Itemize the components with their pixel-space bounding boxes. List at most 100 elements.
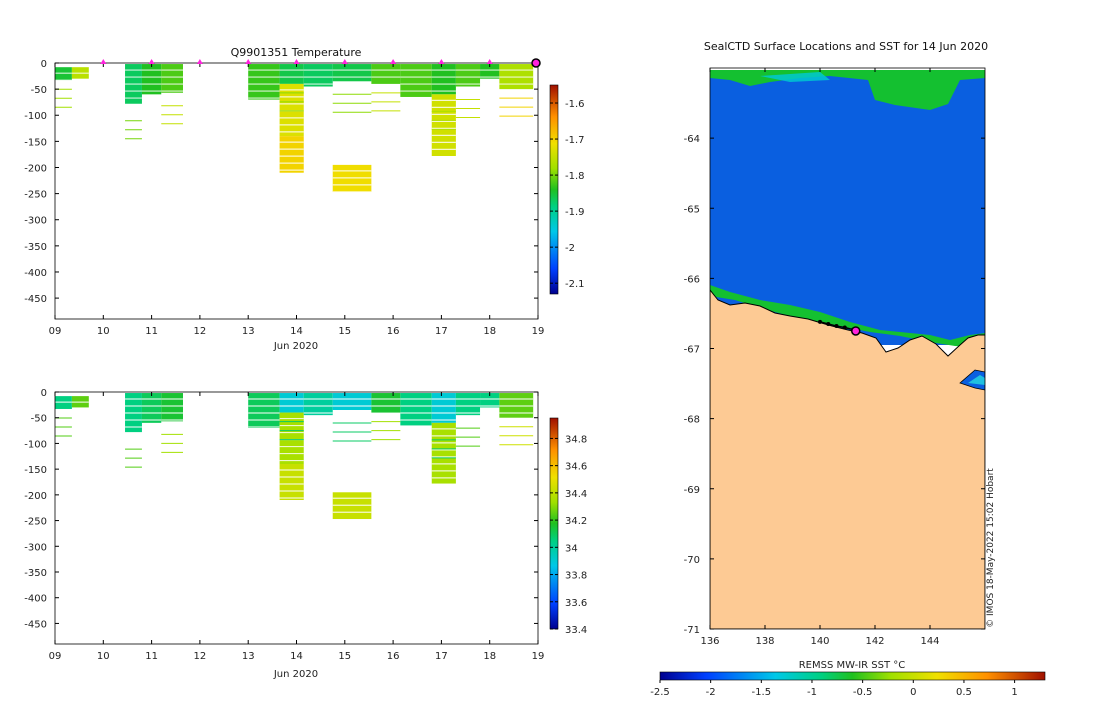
x-tick-label: 13 <box>242 651 255 662</box>
colorbar-tick-label: 34.6 <box>565 462 587 473</box>
lon-tick-label: 140 <box>810 636 829 647</box>
latest-position-marker <box>531 58 541 68</box>
y-tick-label: -50 <box>31 85 47 96</box>
profile-block <box>455 393 481 416</box>
profile-block <box>400 64 432 97</box>
seal-position-dot <box>818 319 822 324</box>
y-tick-label: -250 <box>24 517 47 528</box>
profile-block <box>371 64 401 84</box>
profile-block <box>371 393 401 413</box>
colorbar-tick-label: 34.2 <box>565 516 587 527</box>
x-tick-label: 14 <box>290 326 303 337</box>
surface-position-marker <box>486 59 493 64</box>
map-axes: 136 138 140 142 144 -64 -65 -66 -67 -68 -69 -70 -71 <box>684 68 985 647</box>
lat-tick-label: -69 <box>684 485 700 496</box>
sst-colorbar-tick-label: -2 <box>706 687 716 698</box>
profile-cast <box>431 64 456 95</box>
y-tick-label: 0 <box>41 388 47 399</box>
x-tick-label: 13 <box>242 326 255 337</box>
sst-colorbar-tick-label: -0.5 <box>853 687 873 698</box>
colorbar-tick-label: -2 <box>565 243 575 254</box>
profile-block <box>279 83 304 137</box>
x-tick-label: 15 <box>338 326 351 337</box>
profile-cast <box>279 412 304 464</box>
profile-block <box>161 64 183 93</box>
surface-position-marker <box>196 59 203 64</box>
profile-cast <box>279 136 304 173</box>
profile-cast <box>303 64 333 87</box>
profile-block <box>431 393 456 423</box>
map-title: SealCTD Surface Locations and SST for 14… <box>704 40 988 53</box>
profile-cast <box>455 393 481 416</box>
profile-block <box>431 94 456 156</box>
profile-cast <box>431 94 456 156</box>
profile-cast <box>141 393 162 423</box>
profile-block <box>248 393 280 428</box>
temperature-colorbar-frame <box>549 84 559 295</box>
sst-colorbar-label: REMSS MW-IR SST °C <box>799 660 906 671</box>
profile-block <box>332 64 372 82</box>
y-tick-label: -200 <box>24 163 47 174</box>
lat-tick-label: -64 <box>684 134 700 145</box>
x-tick-label: 09 <box>49 651 62 662</box>
colorbar-tick-label: 34.8 <box>565 434 587 445</box>
x-tick-label: 17 <box>435 326 448 337</box>
y-tick-label: -450 <box>24 619 47 630</box>
colorbar-tick-label: 34.4 <box>565 489 587 500</box>
sst-colorbar-ticks: -2.5 -2 -1.5 -1 -0.5 0 0.5 1 <box>650 680 1018 698</box>
y-tick-label: -300 <box>24 542 47 553</box>
x-tick-label: 19 <box>532 326 545 337</box>
profile-cast <box>125 393 142 433</box>
seal-position-dot <box>834 324 839 329</box>
profile-cast <box>279 464 304 500</box>
profile-cast <box>71 396 89 408</box>
colorbar-tick-label: -2.1 <box>565 279 585 290</box>
profile-cast <box>55 67 72 81</box>
x-tick-label: 14 <box>290 651 303 662</box>
sst-colorbar-tick-label: -1 <box>807 687 817 698</box>
seal-track <box>818 319 861 336</box>
x-tick-label: 18 <box>483 326 496 337</box>
profile-cast <box>332 164 372 193</box>
profile-block <box>141 393 162 423</box>
map-content <box>710 68 985 629</box>
profile-cast <box>279 83 304 137</box>
temperature-axes: 09 10 11 12 13 14 15 16 17 18 19 0 -50 -100 -150 -200 -2… <box>24 58 545 337</box>
temperature-colorbar <box>550 85 558 294</box>
profile-block <box>431 64 456 95</box>
profile-block <box>279 393 304 413</box>
profile-block <box>279 64 304 84</box>
salinity-xlabel: Jun 2020 <box>273 669 318 680</box>
salinity-profiles <box>55 393 534 520</box>
surface-position-marker <box>390 59 397 64</box>
lat-tick-label: -67 <box>684 345 700 356</box>
profile-cast <box>371 64 401 84</box>
y-tick-label: 0 <box>41 59 47 70</box>
surface-position-marker <box>438 59 445 64</box>
y-tick-label: -200 <box>24 491 47 502</box>
sst-colorbar-tick-label: -1.5 <box>752 687 772 698</box>
x-tick-label: 15 <box>338 651 351 662</box>
profile-block <box>279 412 304 464</box>
temperature-profiles <box>55 64 534 193</box>
temperature-colorbar-ticks: -1.6 -1.7 -1.8 -1.9 -2 -2.1 <box>550 99 585 290</box>
salinity-colorbar-frame <box>549 417 559 630</box>
temperature-xlabel: Jun 2020 <box>273 341 318 352</box>
y-tick-label: -350 <box>24 568 47 579</box>
sst-colorbar <box>660 672 1045 680</box>
y-tick-label: -400 <box>24 268 47 279</box>
seal-position-dot <box>826 321 831 326</box>
profile-cast <box>480 393 500 408</box>
x-tick-label: 11 <box>145 651 158 662</box>
profile-cast <box>248 64 280 100</box>
x-tick-label: 16 <box>387 651 400 662</box>
sst-colorbar-frame <box>659 671 1046 681</box>
sst-coastal-band <box>710 285 985 348</box>
profile-cast <box>161 393 183 422</box>
colorbar-tick-label: 33.8 <box>565 571 587 582</box>
profile-cast <box>371 393 401 413</box>
profile-cast <box>455 64 481 87</box>
colorbar-tick-label: 33.6 <box>565 598 587 609</box>
profile-cast <box>161 64 183 93</box>
